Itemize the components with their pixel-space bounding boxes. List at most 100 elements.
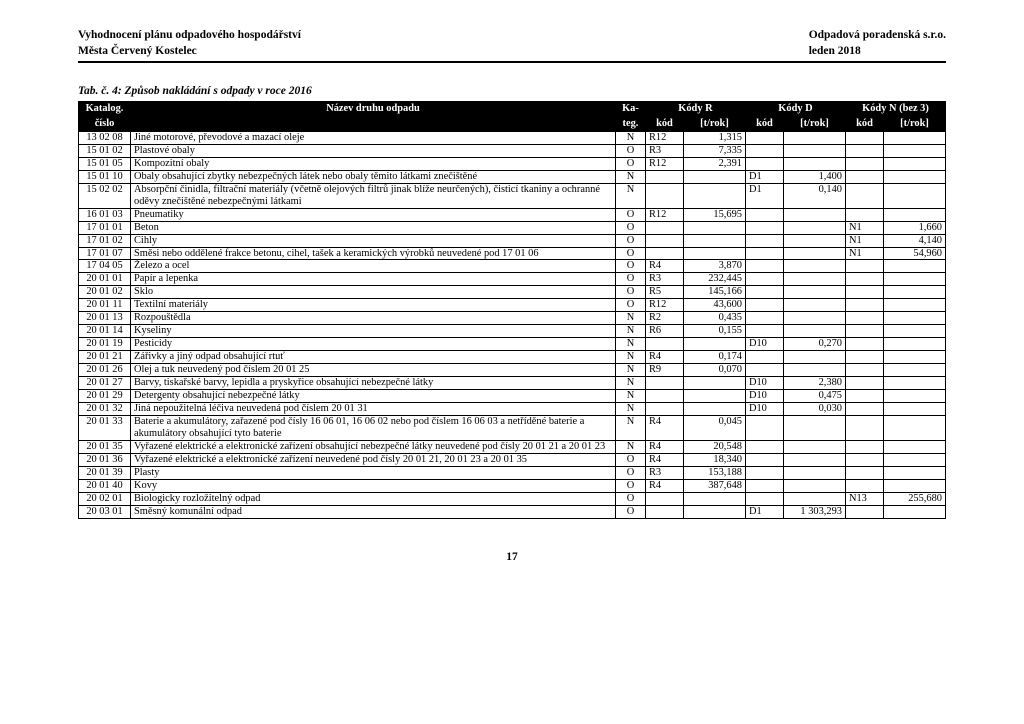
- cell-n-kod: [845, 183, 883, 208]
- cell-katalog: 17 01 02: [79, 234, 131, 247]
- cell-katalog: 17 01 01: [79, 221, 131, 234]
- cell-d-kod: [745, 157, 783, 170]
- cell-nazev: Textilní materiály: [131, 299, 616, 312]
- table-row: 20 01 29Detergenty obsahující nebezpečné…: [79, 390, 946, 403]
- header-left-line2: Města Červený Kostelec: [78, 44, 301, 60]
- cell-kateg: N: [615, 402, 645, 415]
- cell-nazev: Jiná nepoužitelná léčiva neuvedená pod č…: [131, 402, 616, 415]
- cell-n-kod: [845, 208, 883, 221]
- cell-n-kod: [845, 364, 883, 377]
- table-row: 15 01 05Kompozitní obalyOR122,391: [79, 157, 946, 170]
- cell-katalog: 20 01 33: [79, 415, 131, 440]
- cell-nazev: Vyřazené elektrické a elektronické zaříz…: [131, 440, 616, 453]
- cell-d-kod: [745, 492, 783, 505]
- header-rule: [78, 61, 946, 63]
- cell-d-kod: D1: [745, 170, 783, 183]
- cell-kateg: N: [615, 325, 645, 338]
- cell-n-value: [883, 453, 945, 466]
- cell-d-kod: [745, 260, 783, 273]
- cell-r-kod: R6: [645, 325, 683, 338]
- cell-r-value: 0,155: [683, 325, 745, 338]
- table-row: 20 01 02SkloOR5145,166: [79, 286, 946, 299]
- cell-nazev: Plastové obaly: [131, 144, 616, 157]
- col-r-trok: [t/rok]: [683, 116, 745, 131]
- cell-nazev: Železo a ocel: [131, 260, 616, 273]
- cell-n-value: [883, 402, 945, 415]
- cell-katalog: 20 02 01: [79, 492, 131, 505]
- table-row: 20 01 26Olej a tuk neuvedený pod číslem …: [79, 364, 946, 377]
- cell-nazev: Detergenty obsahující nebezpečné látky: [131, 390, 616, 403]
- cell-n-value: [883, 131, 945, 144]
- cell-nazev: Sklo: [131, 286, 616, 299]
- table-row: 20 01 13RozpouštědlaNR20,435: [79, 312, 946, 325]
- cell-katalog: 20 01 19: [79, 338, 131, 351]
- cell-n-kod: [845, 170, 883, 183]
- cell-r-value: 0,070: [683, 364, 745, 377]
- cell-r-kod: [645, 390, 683, 403]
- cell-n-kod: [845, 466, 883, 479]
- cell-r-value: 15,695: [683, 208, 745, 221]
- cell-kateg: O: [615, 492, 645, 505]
- cell-kateg: O: [615, 144, 645, 157]
- col-n-kod: kód: [845, 116, 883, 131]
- cell-r-value: 145,166: [683, 286, 745, 299]
- cell-nazev: Zářivky a jiný odpad obsahující rtuť: [131, 351, 616, 364]
- cell-d-value: [783, 157, 845, 170]
- table-row: 20 01 14KyselinyNR60,155: [79, 325, 946, 338]
- table-row: 20 03 01Směsný komunální odpadOD11 303,2…: [79, 505, 946, 518]
- cell-r-kod: R12: [645, 208, 683, 221]
- cell-kateg: N: [615, 390, 645, 403]
- cell-r-kod: [645, 338, 683, 351]
- col-kody-d: Kódy D: [745, 102, 845, 117]
- cell-n-value: [883, 208, 945, 221]
- cell-d-value: [783, 144, 845, 157]
- cell-nazev: Olej a tuk neuvedený pod číslem 20 01 25: [131, 364, 616, 377]
- page-number: 17: [78, 551, 946, 563]
- cell-nazev: Vyřazené elektrické a elektronické zaříz…: [131, 453, 616, 466]
- cell-r-kod: R12: [645, 299, 683, 312]
- cell-r-kod: [645, 492, 683, 505]
- cell-n-value: 54,960: [883, 247, 945, 260]
- cell-n-kod: N1: [845, 221, 883, 234]
- cell-r-kod: [645, 170, 683, 183]
- cell-kateg: N: [615, 364, 645, 377]
- cell-d-kod: [745, 273, 783, 286]
- cell-katalog: 20 03 01: [79, 505, 131, 518]
- cell-kateg: N: [615, 183, 645, 208]
- cell-r-kod: R4: [645, 453, 683, 466]
- cell-r-kod: R4: [645, 351, 683, 364]
- table-row: 20 01 11Textilní materiályOR1243,600: [79, 299, 946, 312]
- cell-katalog: 20 01 26: [79, 364, 131, 377]
- cell-katalog: 17 01 07: [79, 247, 131, 260]
- cell-n-kod: [845, 338, 883, 351]
- col-d-trok: [t/rok]: [783, 116, 845, 131]
- cell-r-value: 387,648: [683, 479, 745, 492]
- cell-r-kod: R5: [645, 286, 683, 299]
- table-head-row-1: Katalog. Název druhu odpadu Ka- Kódy R K…: [79, 102, 946, 117]
- cell-n-kod: N1: [845, 247, 883, 260]
- cell-d-value: 0,270: [783, 338, 845, 351]
- cell-d-kod: D10: [745, 402, 783, 415]
- table-body: 13 02 08Jiné motorové, převodové a mazac…: [79, 131, 946, 518]
- cell-d-kod: [745, 208, 783, 221]
- cell-kateg: N: [615, 351, 645, 364]
- cell-r-value: 20,548: [683, 440, 745, 453]
- cell-kateg: O: [615, 221, 645, 234]
- cell-n-kod: [845, 299, 883, 312]
- cell-nazev: Kyseliny: [131, 325, 616, 338]
- cell-katalog: 20 01 11: [79, 299, 131, 312]
- cell-r-value: 2,391: [683, 157, 745, 170]
- cell-d-kod: D1: [745, 183, 783, 208]
- cell-r-value: 0,174: [683, 351, 745, 364]
- cell-d-value: [783, 351, 845, 364]
- cell-kateg: O: [615, 247, 645, 260]
- table-row: 17 01 01BetonON11,660: [79, 221, 946, 234]
- cell-d-kod: [745, 466, 783, 479]
- cell-katalog: 20 01 32: [79, 402, 131, 415]
- col-kody-r: Kódy R: [645, 102, 745, 117]
- cell-r-value: 3,870: [683, 260, 745, 273]
- cell-r-kod: R4: [645, 260, 683, 273]
- cell-nazev: Barvy, tiskařské barvy, lepidla a prysky…: [131, 377, 616, 390]
- table-row: 20 02 01Biologicky rozložitelný odpadON1…: [79, 492, 946, 505]
- table-row: 20 01 27Barvy, tiskařské barvy, lepidla …: [79, 377, 946, 390]
